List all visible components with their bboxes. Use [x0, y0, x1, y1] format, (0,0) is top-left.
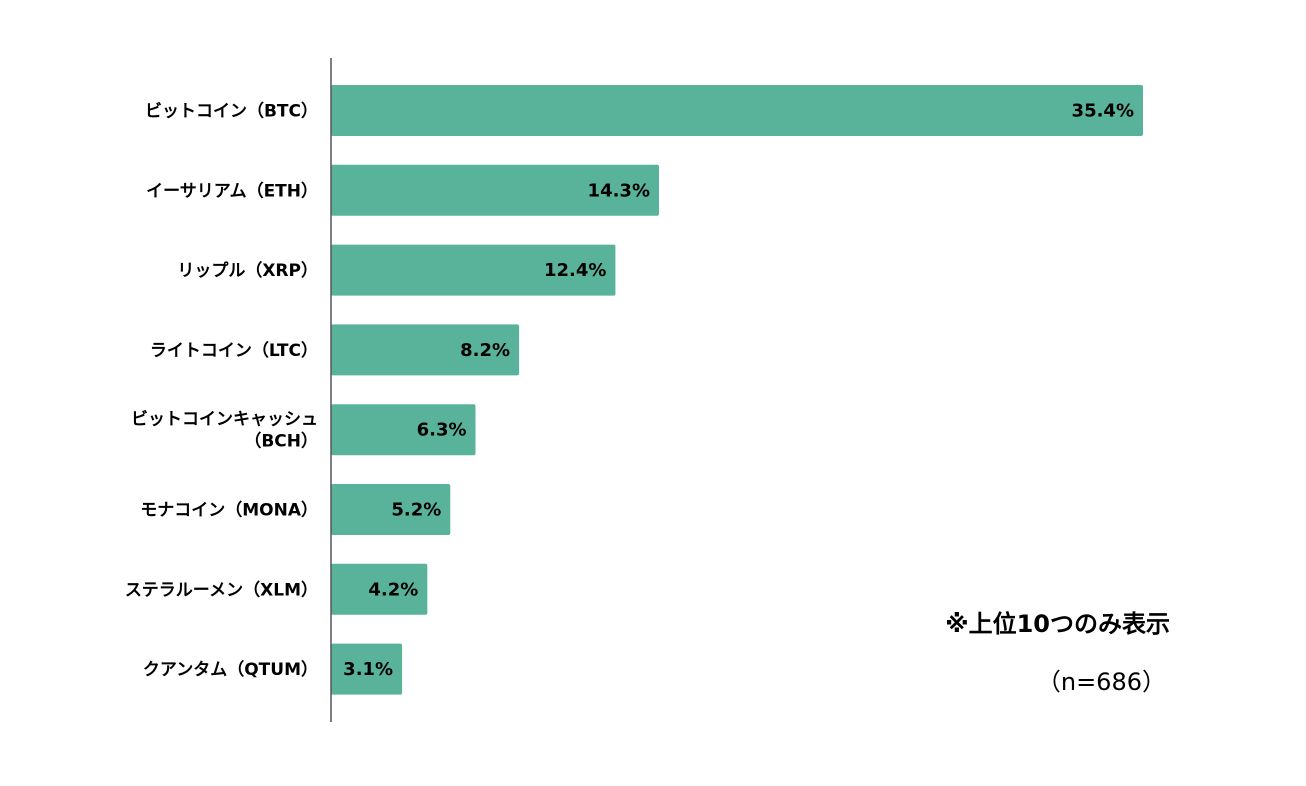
category-label-line: ビットコインキャッシュ — [131, 410, 318, 430]
value-label-0: 35.4% — [1072, 101, 1134, 122]
note-sample-size: （n=686） — [1036, 668, 1166, 696]
bar-5 — [331, 484, 451, 535]
category-label-line: ステラルーメン（XLM） — [125, 579, 318, 600]
category-label-4: ビットコインキャッシュ（BCH） — [131, 410, 318, 452]
category-label-line: ビットコイン（BTC） — [145, 101, 318, 122]
value-label-3: 8.2% — [460, 340, 510, 361]
category-label-2: リップル（XRP） — [177, 260, 318, 281]
note-top10: ※上位10つのみ表示 — [945, 610, 1170, 638]
bar-0 — [331, 85, 1143, 136]
category-label-line: （BCH） — [244, 431, 318, 452]
category-label-6: ステラルーメン（XLM） — [125, 579, 318, 600]
category-label-1: イーサリアム（ETH） — [146, 180, 318, 201]
value-label-1: 14.3% — [588, 180, 650, 201]
category-label-line: モナコイン（MONA） — [140, 500, 318, 521]
category-label-line: リップル（XRP） — [177, 260, 318, 281]
category-labels: ビットコイン（BTC） イーサリアム（ETH） リップル（XRP） ライトコイン（LT… — [125, 101, 318, 681]
value-label-7: 3.1% — [343, 659, 393, 680]
bar-7 — [331, 643, 403, 695]
value-label-5: 5.2% — [391, 500, 441, 521]
value-label-4: 6.3% — [417, 420, 467, 441]
value-label-6: 4.2% — [368, 579, 418, 600]
category-label-7: クアンタム（QTUM） — [143, 659, 318, 680]
bar-6 — [331, 563, 428, 615]
value-label-2: 12.4% — [544, 260, 606, 281]
bars-group: 35.4% 14.3% 12.4% 8.2% 6.3% 5.2% 4.2% 3.1% — [331, 85, 1143, 695]
category-label-0: ビットコイン（BTC） — [145, 101, 318, 122]
bar-4 — [331, 404, 476, 456]
category-label-line: ライトコイン（LTC） — [150, 340, 318, 361]
category-label-line: クアンタム（QTUM） — [143, 659, 318, 680]
category-label-line: イーサリアム（ETH） — [146, 180, 318, 201]
category-label-5: モナコイン（MONA） — [140, 500, 318, 521]
category-label-3: ライトコイン（LTC） — [150, 340, 318, 361]
bar-1 — [331, 164, 660, 216]
bar-3 — [331, 324, 520, 376]
bar-2 — [331, 244, 616, 296]
